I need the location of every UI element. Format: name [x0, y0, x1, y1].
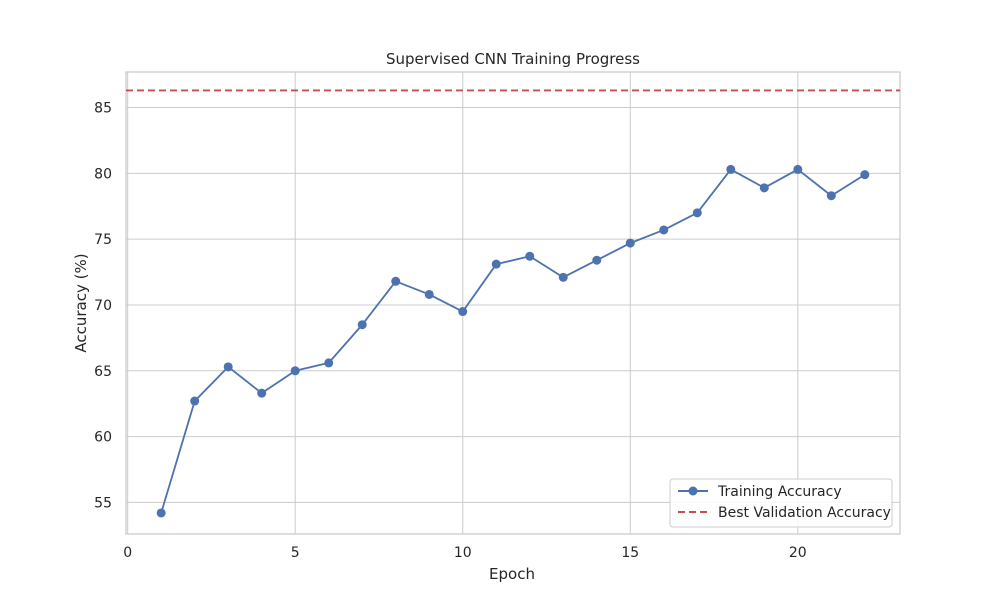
legend-training-label: Training Accuracy [717, 484, 842, 500]
training-accuracy-point [692, 208, 702, 218]
x-tick-label: 10 [454, 545, 472, 561]
training-accuracy-point [659, 225, 669, 235]
training-accuracy-point [458, 307, 468, 317]
legend-training-marker [688, 486, 698, 496]
x-axis-label: Epoch [489, 565, 535, 583]
series-layer [126, 89, 900, 518]
y-tick-label: 80 [94, 166, 112, 182]
training-accuracy-point [759, 183, 769, 193]
training-accuracy-point [592, 255, 602, 265]
y-axis-label: Accuracy (%) [72, 253, 90, 352]
training-accuracy-point [156, 508, 166, 518]
y-tick-label: 85 [94, 101, 112, 117]
training-accuracy-point [357, 320, 367, 330]
legend-validation-label: Best Validation Accuracy [718, 505, 891, 521]
plot-area-background [126, 72, 900, 534]
y-tick-label: 75 [94, 232, 112, 248]
legend-box [669, 478, 893, 528]
y-tick-label: 65 [94, 364, 112, 380]
x-tick-label: 0 [123, 545, 132, 561]
training-accuracy-point [324, 358, 334, 368]
training-accuracy-line [160, 168, 866, 514]
training-accuracy-point [826, 191, 836, 201]
training-accuracy-point [525, 251, 535, 261]
training-accuracy-point [223, 362, 233, 372]
plot-frame [125, 71, 901, 535]
y-tick-label: 60 [94, 430, 112, 446]
training-accuracy-point [625, 238, 635, 248]
training-accuracy-point [491, 259, 501, 269]
training-accuracy-point [190, 396, 200, 406]
training-accuracy-point [793, 164, 803, 174]
x-tick-label: 20 [789, 545, 807, 561]
y-tick-label: 55 [94, 495, 112, 511]
grid-lines [126, 72, 900, 534]
training-accuracy-point [257, 388, 267, 398]
chart-title: Supervised CNN Training Progress [386, 50, 640, 68]
legend: Training Accuracy Best Validation Accura… [669, 478, 893, 528]
training-accuracy-point [726, 164, 736, 174]
training-accuracy-point [391, 276, 401, 286]
x-tick-label: 5 [291, 545, 300, 561]
training-accuracy-point [860, 170, 870, 180]
x-tick-label: 15 [621, 545, 639, 561]
y-tick-label: 70 [94, 298, 112, 314]
training-accuracy-point [290, 366, 300, 376]
training-accuracy-point [558, 272, 568, 282]
axes: 0 5 10 15 20 55 60 65 70 75 80 85 [94, 71, 901, 561]
training-accuracy-point [424, 289, 434, 299]
